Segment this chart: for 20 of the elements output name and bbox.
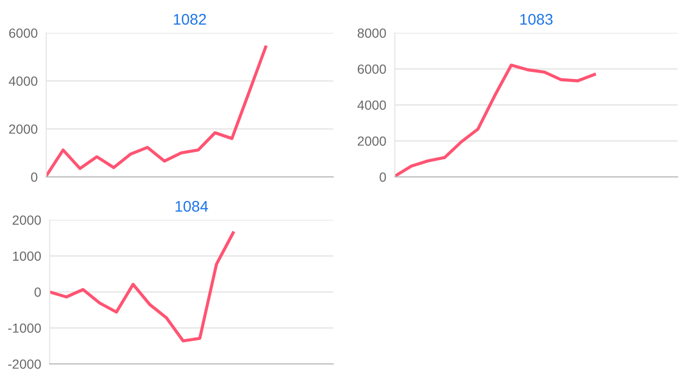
line-series [394, 64, 596, 177]
y-tick-label: 0 [34, 287, 41, 297]
y-tick-label: 6000 [9, 28, 38, 38]
y-tick-label: 0 [31, 172, 38, 182]
chart-title: 1084 [176, 200, 208, 212]
line-series [50, 231, 235, 342]
line-series [46, 46, 268, 177]
y-tick-label: 8000 [358, 28, 386, 38]
y-tick-label: 2000 [12, 215, 41, 225]
y-tick-label: 2000 [358, 136, 386, 146]
y-tick-label: 2000 [9, 124, 38, 134]
y-tick-label: -1000 [8, 323, 41, 333]
y-tick-label: -2000 [8, 359, 41, 369]
y-tick-label: 1000 [13, 251, 41, 261]
chart-title: 1083 [520, 14, 553, 25]
y-tick-label: 4000 [357, 100, 386, 110]
y-tick-label: 4000 [8, 76, 38, 86]
y-tick-label: 6000 [358, 64, 386, 74]
y-tick-label: 0 [380, 172, 386, 182]
chart-title: 1082 [174, 14, 206, 25]
